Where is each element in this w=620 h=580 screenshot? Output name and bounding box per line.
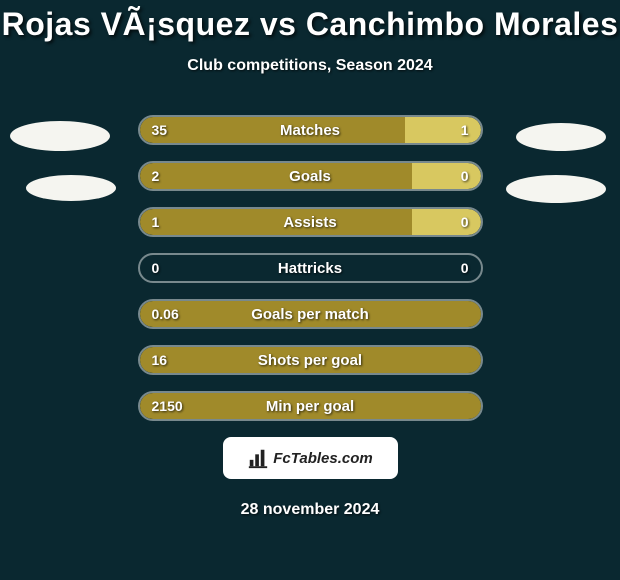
stat-label: Hattricks — [140, 260, 481, 277]
stat-label: Goals — [140, 168, 481, 185]
stat-row: 351Matches — [138, 115, 483, 145]
stat-row: 10Assists — [138, 207, 483, 237]
player-right-photo-placeholder-2 — [506, 175, 606, 203]
stat-row: 00Hattricks — [138, 253, 483, 283]
stat-label: Min per goal — [140, 398, 481, 415]
stat-label: Shots per goal — [140, 352, 481, 369]
stat-rows: 351Matches 20Goals 10Assists 00Hattricks 0.0… — [138, 115, 483, 421]
stat-label: Matches — [140, 122, 481, 139]
page-title: Rojas VÃ¡squez vs Canchimbo Morales — [0, 6, 620, 43]
player-left-photo-placeholder-2 — [26, 175, 116, 201]
stat-row: 0.06Goals per match — [138, 299, 483, 329]
bar-chart-icon — [247, 447, 269, 469]
badge-text: FcTables.com — [273, 450, 372, 467]
date-text: 28 november 2024 — [0, 501, 620, 519]
player-right-photo-placeholder-1 — [516, 123, 606, 151]
stat-label: Assists — [140, 214, 481, 231]
fctables-badge[interactable]: FcTables.com — [223, 437, 398, 479]
subtitle: Club competitions, Season 2024 — [0, 57, 620, 75]
stats-area: 351Matches 20Goals 10Assists 00Hattricks 0.0… — [0, 115, 620, 421]
player-left-photo-placeholder-1 — [10, 121, 110, 151]
stat-row: 2150Min per goal — [138, 391, 483, 421]
stat-label: Goals per match — [140, 306, 481, 323]
stat-row: 16Shots per goal — [138, 345, 483, 375]
stat-row: 20Goals — [138, 161, 483, 191]
